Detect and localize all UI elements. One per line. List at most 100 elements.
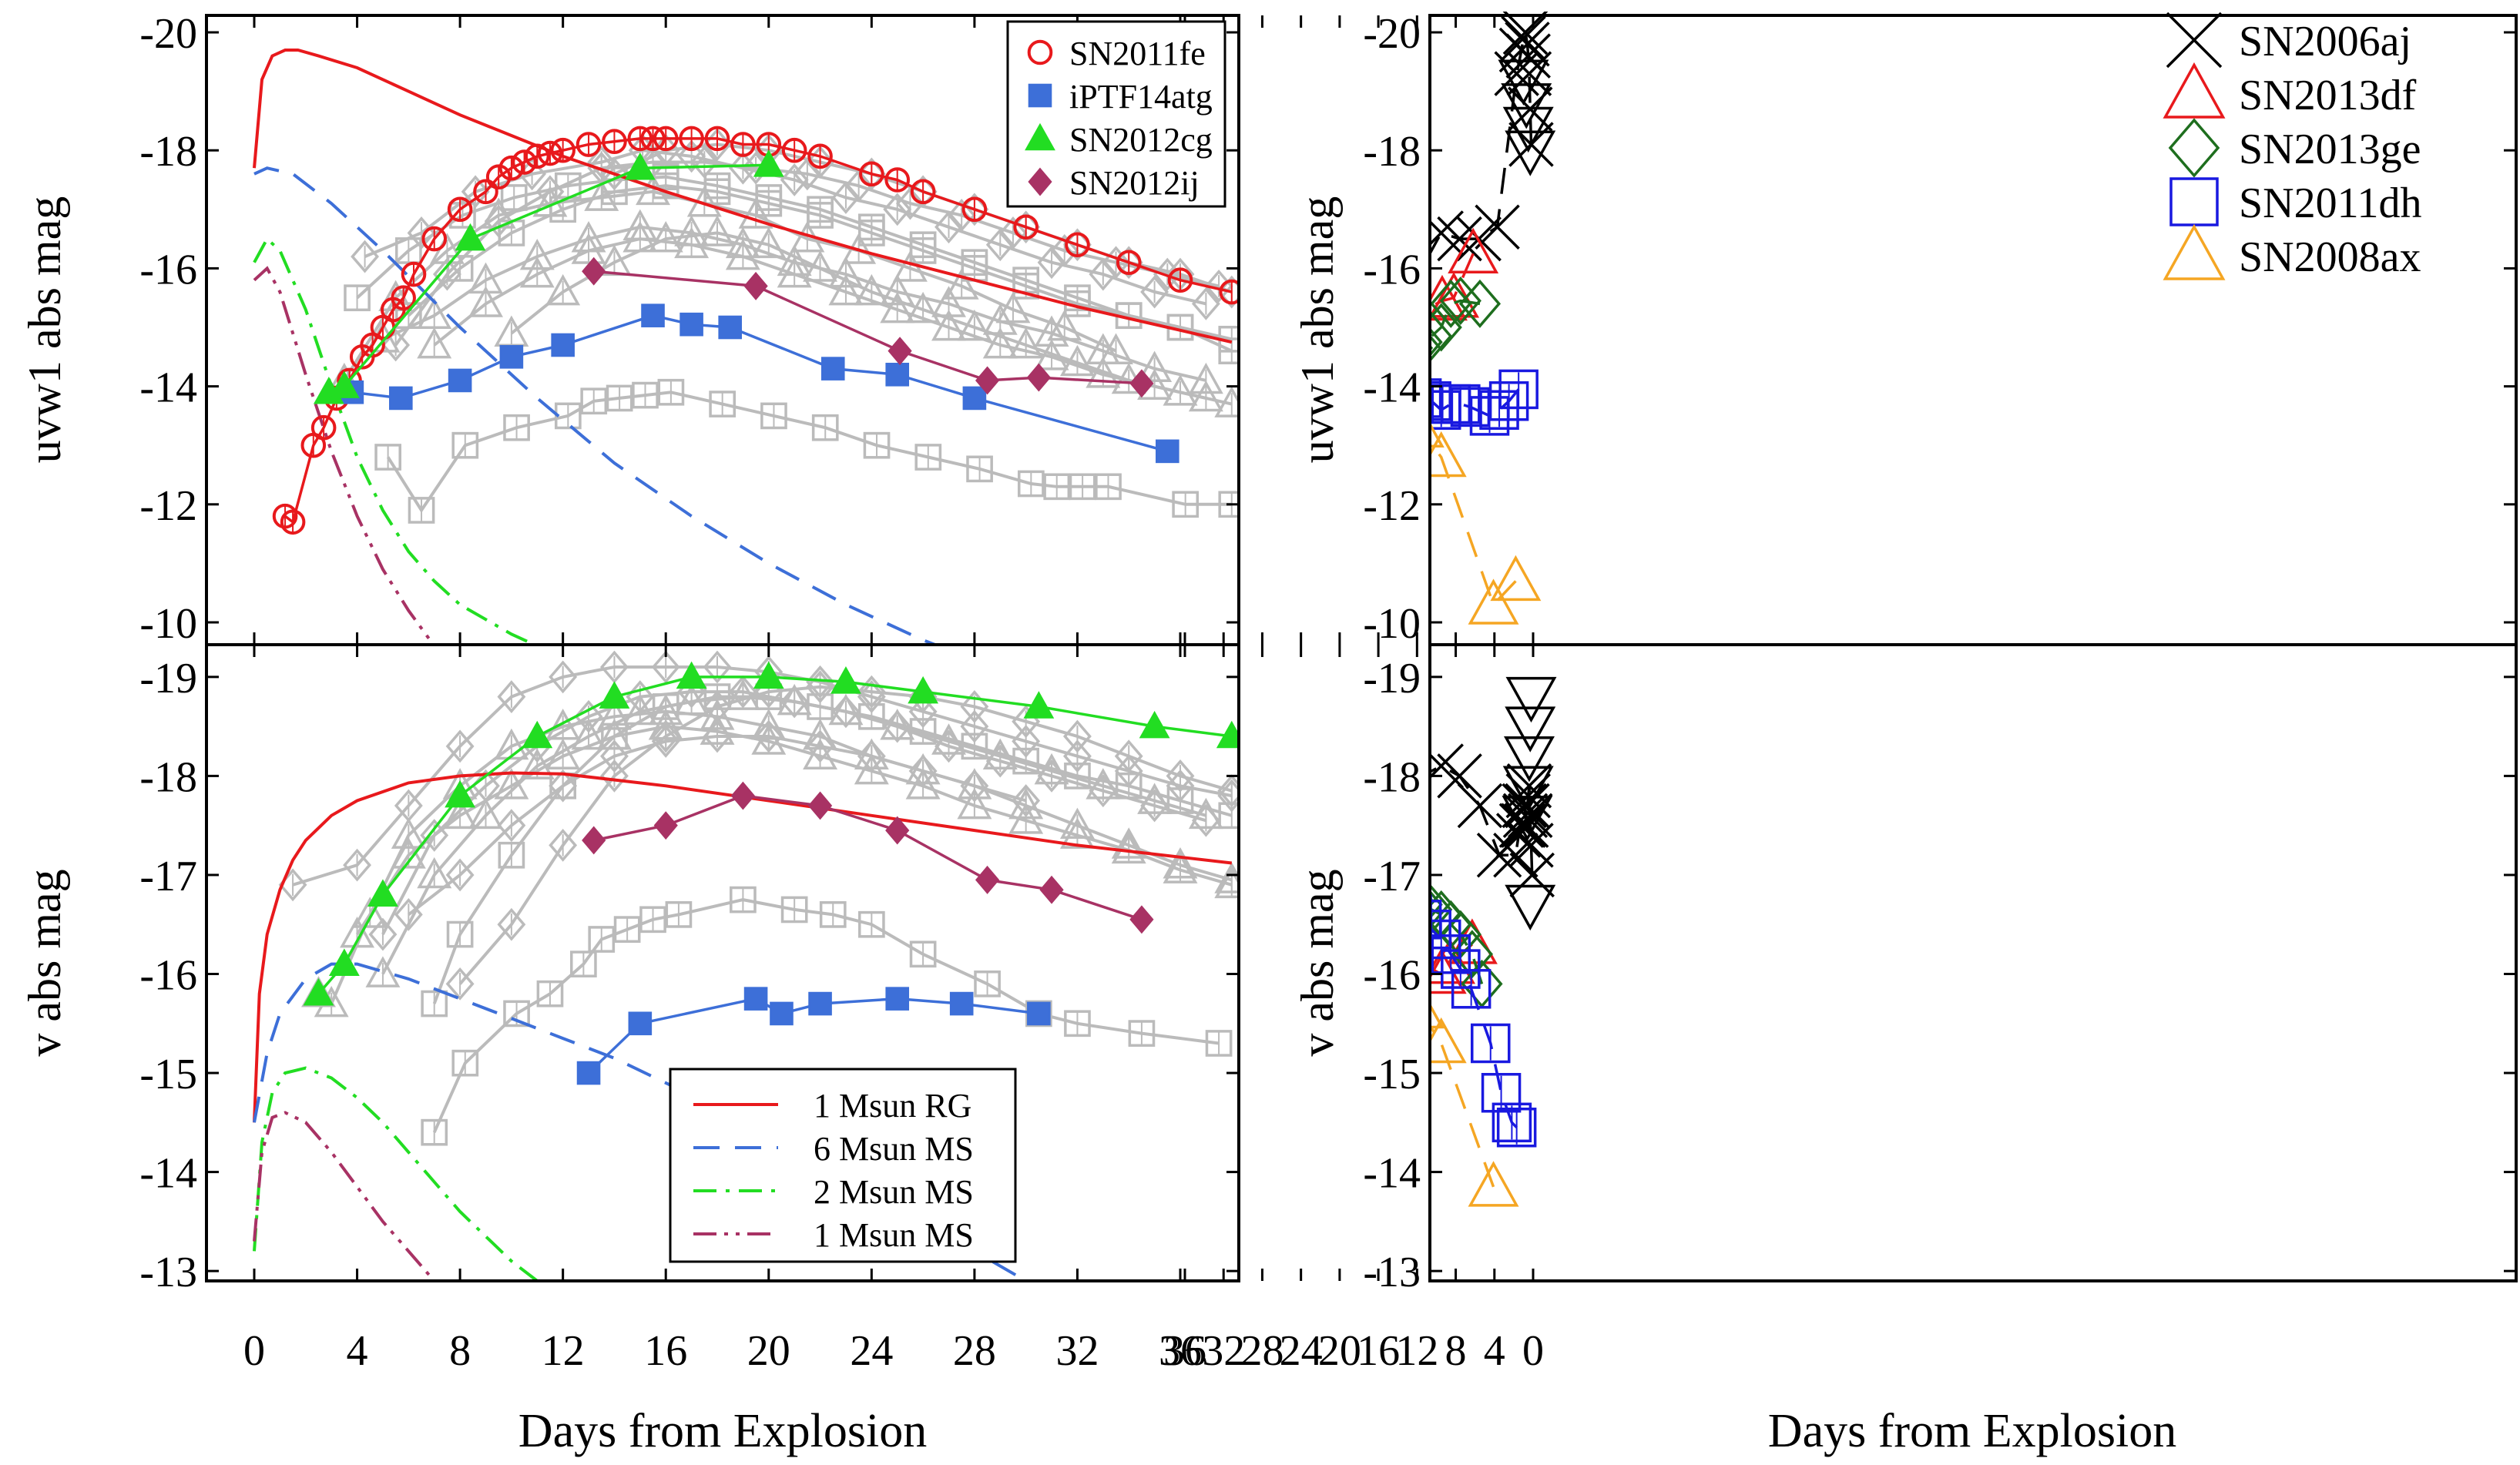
data-point <box>1439 277 1481 326</box>
data-point <box>499 345 524 369</box>
data-point <box>1137 783 1173 814</box>
series-sn2012ij <box>582 256 1154 398</box>
data-point <box>417 327 452 359</box>
data-point <box>777 256 812 288</box>
data-point <box>880 291 915 324</box>
data-point <box>1037 246 1066 280</box>
data-point <box>1210 971 1247 1007</box>
data-point <box>328 370 360 398</box>
data-point <box>1504 736 1555 783</box>
legend-label: SN2008ax <box>2239 233 2421 281</box>
data-point <box>1214 411 1253 456</box>
data-point <box>960 769 989 803</box>
series-line <box>458 685 1233 985</box>
data-point <box>503 1000 530 1028</box>
series-sn2006aj-limits <box>1502 676 1557 931</box>
x-tick-label: 16 <box>1357 1327 1400 1375</box>
data-point <box>653 126 679 152</box>
y-tick-label: -13 <box>1363 1249 1421 1296</box>
data-point <box>651 719 680 753</box>
data-point <box>725 679 760 710</box>
data-point <box>703 178 731 206</box>
data-point <box>343 848 371 882</box>
data-point <box>908 754 938 788</box>
legend-label: SN2012cg <box>1069 121 1213 159</box>
data-point <box>545 273 581 306</box>
data-point <box>448 368 472 393</box>
data-point <box>1156 439 1179 464</box>
data-point <box>1247 475 1293 517</box>
data-point <box>1204 453 1243 498</box>
series-line <box>253 266 436 645</box>
data-point <box>1493 833 1539 878</box>
data-point <box>381 328 411 362</box>
data-point <box>1430 431 1467 478</box>
y-tick-label: -16 <box>1363 246 1421 293</box>
data-point <box>1129 905 1154 934</box>
data-point <box>1502 793 1549 839</box>
series-sn2012cg <box>303 661 1239 1006</box>
data-point <box>1437 216 1482 262</box>
series-sn2012cg <box>313 149 784 404</box>
data-point <box>1026 363 1051 392</box>
data-point <box>831 695 861 729</box>
y-axis-label: uvw1 abs mag <box>1292 196 1343 464</box>
data-point <box>389 386 413 411</box>
x-tick-label: 36 <box>1163 1327 1206 1375</box>
data-point <box>1501 83 1552 129</box>
data-point <box>975 366 1000 395</box>
data-point <box>1212 923 1255 966</box>
series-1-msun-rg <box>253 49 1233 344</box>
legend-marker <box>2168 118 2220 178</box>
data-point <box>760 402 787 430</box>
data-point <box>571 718 606 750</box>
x-tick-label: 32 <box>1202 1327 1245 1375</box>
data-point <box>576 1061 601 1085</box>
series-sn2006aj-limits <box>1498 59 1556 176</box>
data-point <box>445 729 475 763</box>
data-point <box>408 497 435 524</box>
data-point <box>1191 287 1220 320</box>
y-tick-label: -14 <box>1363 364 1421 412</box>
data-point <box>549 196 577 223</box>
y-axis-label: v abs mag <box>19 869 70 1056</box>
data-point <box>803 250 838 282</box>
series-line <box>253 1111 436 1281</box>
data-point <box>1162 477 1199 514</box>
data-point <box>1430 938 1475 984</box>
data-point <box>910 179 936 205</box>
data-point <box>549 660 578 694</box>
x-tick-label: 8 <box>449 1327 471 1375</box>
data-point <box>1430 1017 1467 1064</box>
data-point <box>1050 234 1079 267</box>
data-point <box>1430 894 1432 935</box>
series-comparison-4 <box>374 378 1239 524</box>
y-tick-label: -10 <box>1363 600 1421 648</box>
data-point <box>1099 333 1134 364</box>
data-point <box>599 681 630 709</box>
legend-label: SN2013ge <box>2239 126 2421 173</box>
y-tick-label: -16 <box>1363 952 1421 1000</box>
data-point <box>806 729 834 763</box>
data-point <box>651 725 680 758</box>
data-point <box>522 720 553 749</box>
data-point <box>1219 279 1239 305</box>
y-tick-label: -17 <box>139 853 197 900</box>
data-point <box>807 202 834 229</box>
data-point <box>1238 873 1281 917</box>
data-point <box>1506 763 1552 809</box>
legend-right-top: SN2006aj SN2013df SN2013ge SN2011dh SN2008ax <box>2163 12 2422 281</box>
data-point <box>468 286 503 317</box>
y-tick-label: -18 <box>1363 128 1421 176</box>
data-point <box>738 197 773 229</box>
data-point <box>652 172 679 199</box>
data-point <box>622 693 658 726</box>
data-point <box>854 273 889 306</box>
data-point <box>1008 327 1044 359</box>
data-point <box>512 149 537 175</box>
x-tick-label: 16 <box>644 1327 687 1375</box>
data-point <box>828 693 864 726</box>
data-point <box>367 879 398 907</box>
data-point <box>1102 246 1130 280</box>
data-point <box>1357 298 1404 340</box>
